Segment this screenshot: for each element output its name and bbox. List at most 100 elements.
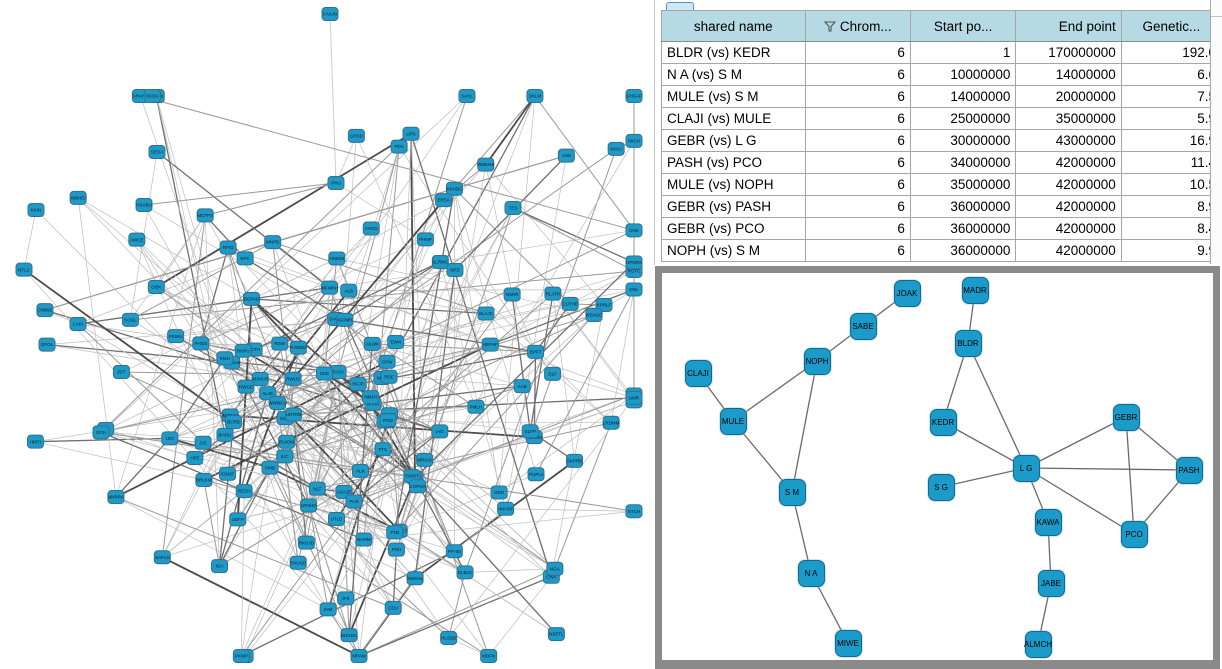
network-node[interactable] [216,427,234,442]
network-node[interactable] [379,413,397,428]
cell-genetic[interactable]: 8.9 [1120,195,1222,218]
network-node[interactable] [527,344,545,359]
network-node[interactable] [384,600,402,615]
network-node[interactable] [544,366,562,381]
cell-chromosome[interactable]: 6 [804,217,911,240]
cell-start-point[interactable]: 25000000 [909,107,1017,130]
cell-end-point[interactable]: 170000000 [1015,41,1122,64]
network-node[interactable] [300,498,318,513]
network-node[interactable] [351,463,369,478]
network-node[interactable] [121,312,139,327]
cell-chromosome[interactable]: 6 [804,63,911,86]
network-node[interactable] [625,133,643,148]
network-node[interactable] [625,504,643,519]
network-node[interactable] [504,201,522,215]
network-node[interactable] [251,371,269,386]
network-node[interactable] [336,312,354,327]
network-node[interactable] [547,627,565,642]
network-node[interactable] [625,282,643,297]
column-header-chrom[interactable]: Chrom... [804,10,911,42]
network-node[interactable] [480,649,498,663]
network-node[interactable] [526,89,544,103]
cell-start-point[interactable]: 34000000 [909,151,1017,174]
network-node[interactable] [378,354,396,369]
network-node[interactable] [625,255,643,270]
network-node[interactable] [467,399,485,414]
network-node[interactable] [625,390,643,405]
network-node[interactable] [243,291,261,306]
cell-shared-name[interactable]: BLDR (vs) KEDR [661,41,806,64]
network-node[interactable] [232,649,250,663]
network-node[interactable] [107,490,125,505]
cell-end-point[interactable]: 42000000 [1015,151,1122,174]
network-node[interactable] [387,334,405,349]
cell-shared-name[interactable]: N A (vs) S M [661,63,806,86]
network-node[interactable] [445,544,463,559]
cell-end-point[interactable]: 42000000 [1015,195,1122,218]
table-row[interactable]: BLDR (vs) KEDR 6 1 170000000 192.0 [661,41,1222,64]
network-node[interactable] [350,649,368,663]
graph-node-kedr[interactable]: KEDR [929,408,957,436]
cell-genetic[interactable]: 5.9 [1120,107,1222,130]
column-header-genetic[interactable]: Genetic... [1120,10,1222,42]
network-node[interactable] [216,351,234,366]
network-node[interactable] [546,561,564,576]
cell-end-point[interactable]: 42000000 [1015,239,1122,262]
network-node[interactable] [477,157,495,172]
network-node[interactable] [327,512,345,527]
network-node[interactable] [143,89,161,103]
network-node[interactable] [196,208,214,223]
network-node[interactable] [69,317,87,331]
table-row[interactable]: GEBR (vs) PCO 6 36000000 42000000 8.4 [661,217,1222,240]
network-node[interactable] [315,366,333,381]
cell-shared-name[interactable]: CLAJI (vs) MULE [661,107,806,130]
network-node[interactable] [435,193,453,208]
network-node[interactable] [521,424,539,439]
graph-node-kawa[interactable]: KAWA [1034,508,1062,536]
graph-node-sabe[interactable]: SABE [849,312,877,340]
cell-chromosome[interactable]: 6 [804,151,911,174]
network-node[interactable] [602,415,620,430]
graph-node-mule[interactable]: MULE [719,407,747,435]
table-scrollbar-track[interactable] [1210,0,1222,264]
cell-chromosome[interactable]: 6 [804,195,911,218]
network-node[interactable] [363,336,381,351]
network-node[interactable] [112,365,130,380]
cell-genetic[interactable]: 10.5 [1120,173,1222,196]
graph-node-lg[interactable]: L G [1012,454,1040,482]
cell-start-point[interactable]: 10000000 [909,63,1017,86]
cell-start-point[interactable]: 14000000 [909,85,1017,108]
cell-genetic[interactable]: 16.9 [1120,129,1222,152]
network-node[interactable] [445,181,463,196]
cell-chromosome[interactable]: 6 [804,173,911,196]
graph-node-miwe[interactable]: MIWE [834,629,862,657]
graph-node-jabe[interactable]: JABE [1037,569,1065,597]
network-node[interactable] [321,7,339,21]
network-node[interactable] [527,467,545,482]
network-node[interactable] [446,262,464,277]
cell-genetic[interactable]: 11.4 [1120,151,1222,174]
graph-node-bldr[interactable]: BLDR [954,329,982,357]
graph-node-pco[interactable]: PCO [1120,520,1148,548]
network-node[interactable] [153,550,171,565]
network-node[interactable] [297,535,315,550]
network-node[interactable] [345,494,363,509]
cell-genetic[interactable]: 8.4 [1120,217,1222,240]
column-header-startpo[interactable]: Start po... [909,10,1017,42]
table-row[interactable]: NOPH (vs) S M 6 36000000 42000000 9.9 [661,239,1222,262]
network-node[interactable] [308,481,326,496]
cell-start-point[interactable]: 35000000 [909,173,1017,196]
cell-start-point[interactable]: 30000000 [909,129,1017,152]
graph-node-noph[interactable]: NOPH [803,347,831,375]
network-node[interactable] [497,501,515,516]
network-node[interactable] [625,223,643,238]
network-node[interactable] [440,630,458,645]
network-node[interactable] [192,336,210,351]
graph-node-madr[interactable]: MADR [961,276,989,304]
network-node[interactable] [362,221,380,236]
cell-genetic[interactable]: 9.9 [1120,239,1222,262]
network-node[interactable] [289,555,307,570]
network-node[interactable] [269,395,287,410]
network-node[interactable] [340,283,358,298]
table-row[interactable]: N A (vs) S M 6 10000000 14000000 6.6 [661,63,1222,86]
